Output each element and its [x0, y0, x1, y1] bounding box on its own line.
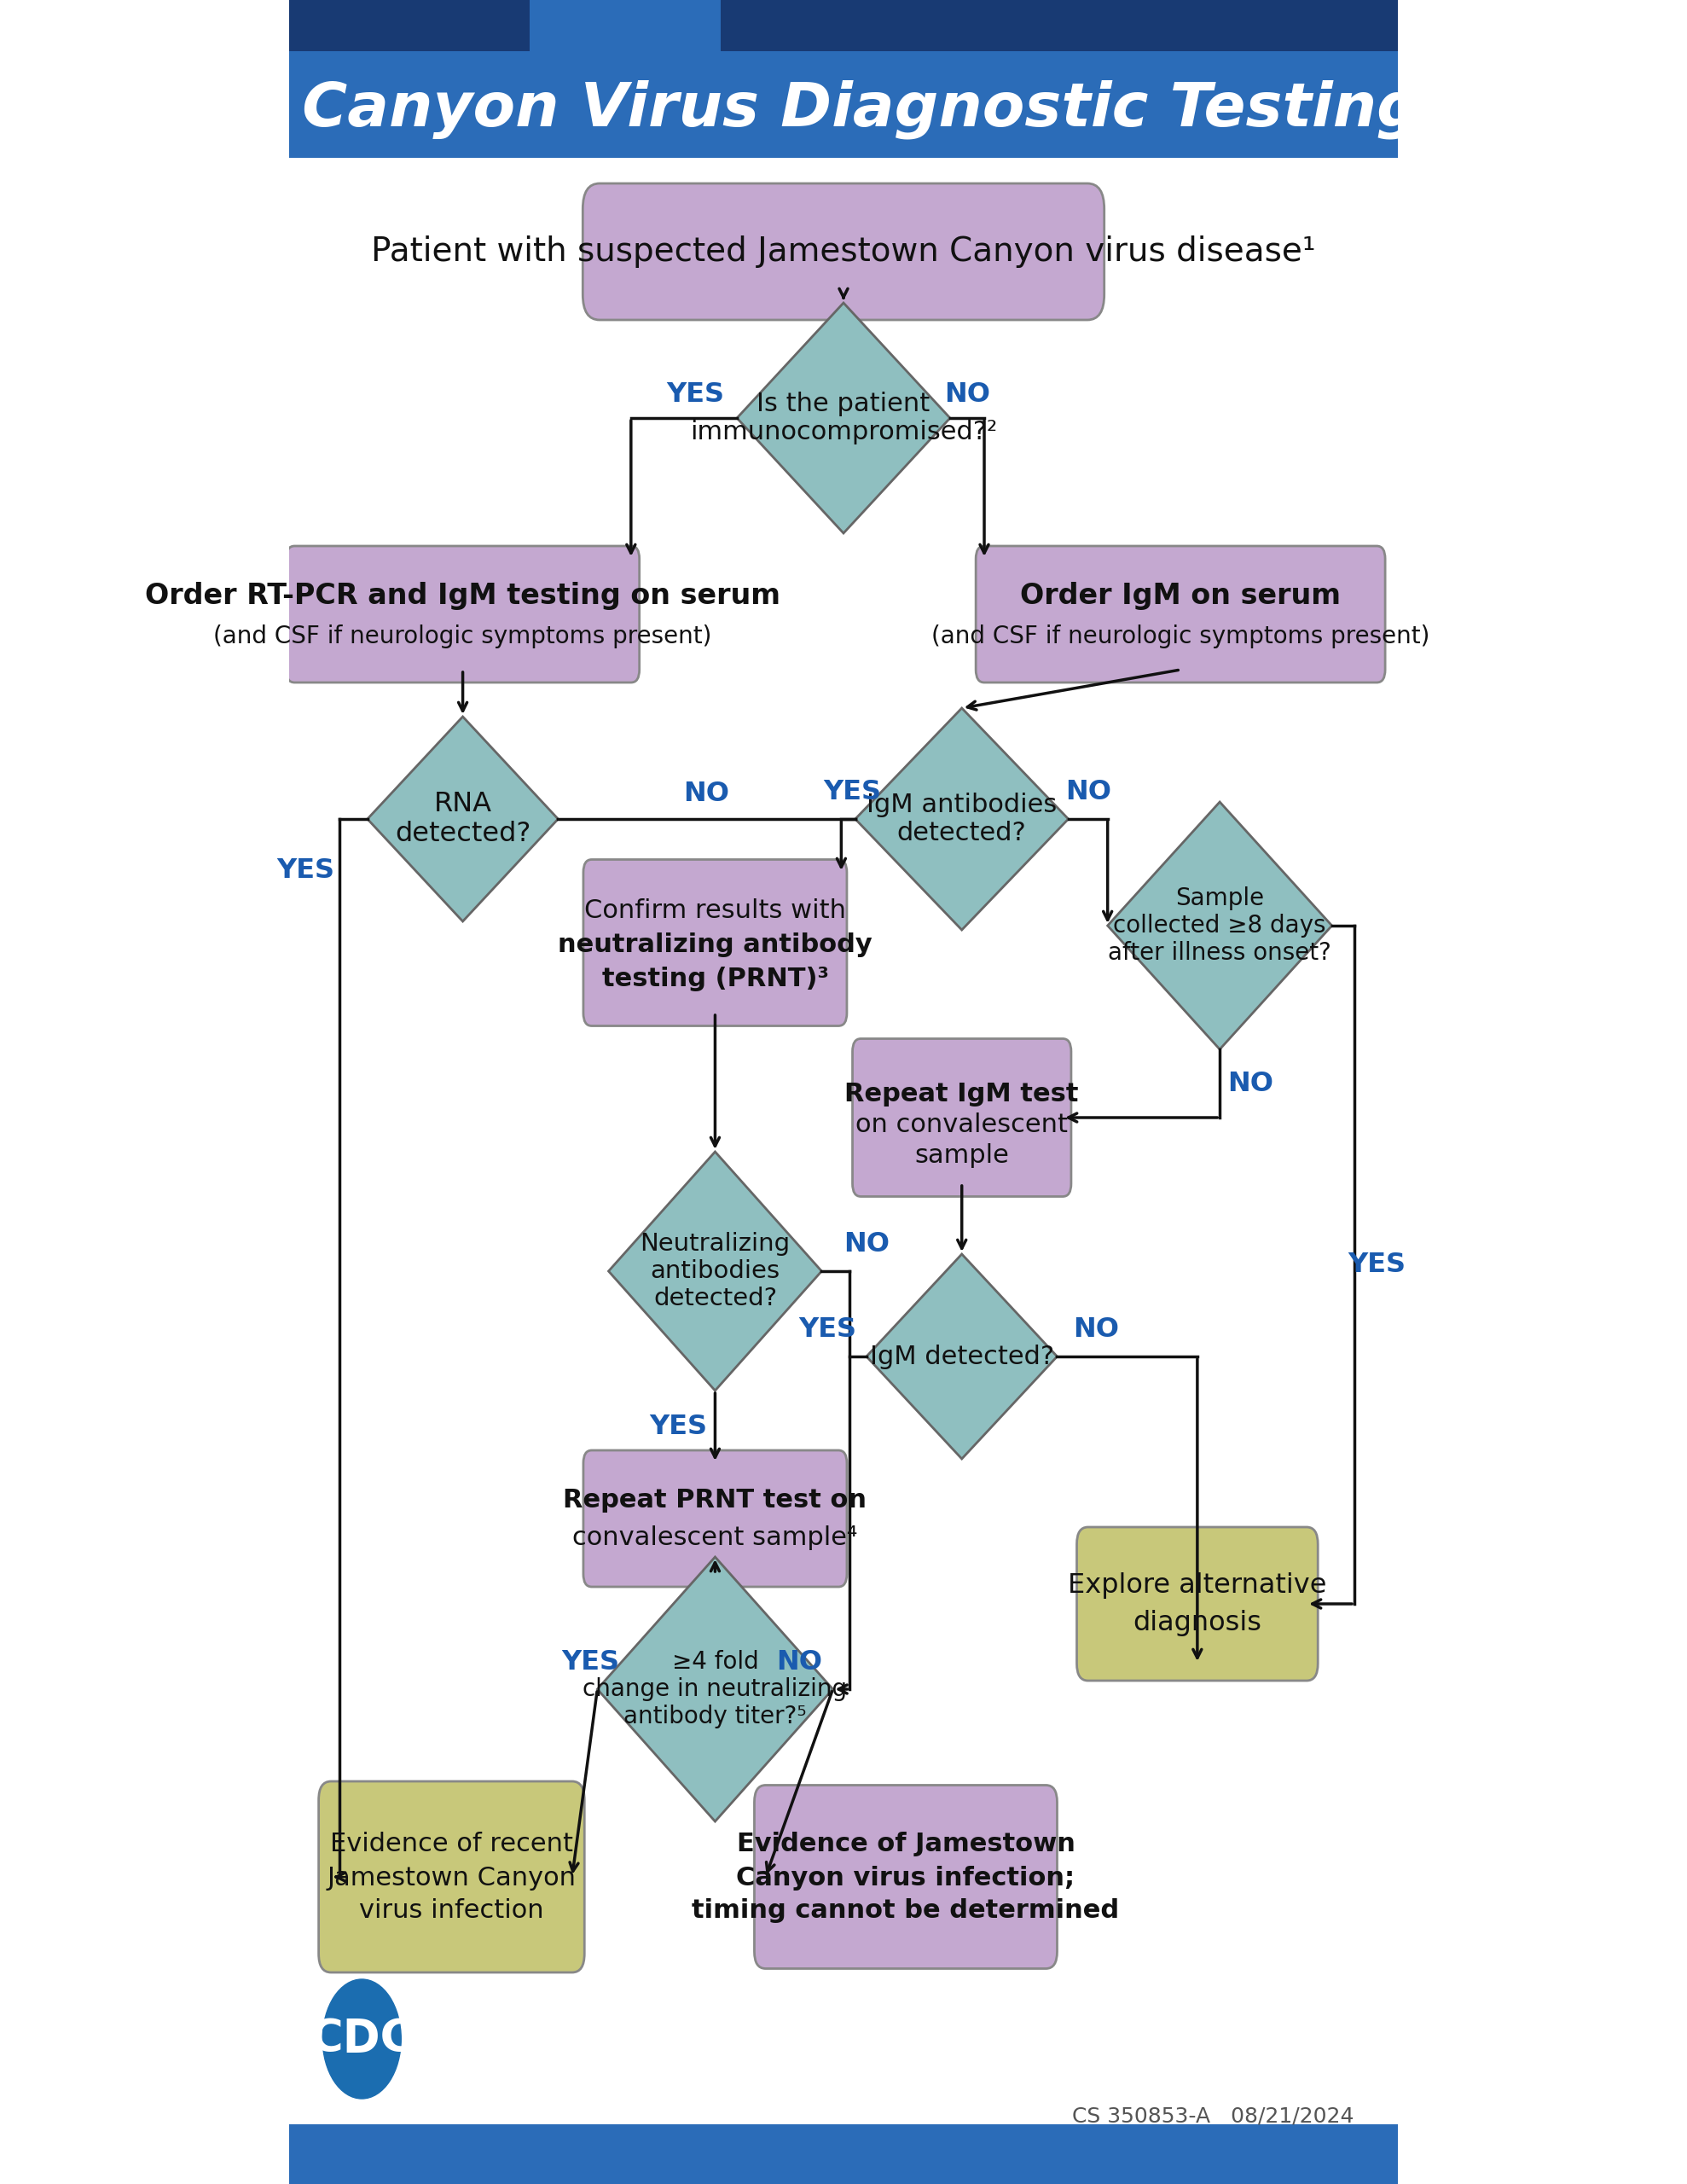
Text: Is the patient
immunocompromised?²: Is the patient immunocompromised?²	[690, 391, 997, 446]
Text: Repeat PRNT test on: Repeat PRNT test on	[563, 1487, 867, 1511]
Text: YES: YES	[666, 380, 724, 408]
Text: on convalescent: on convalescent	[855, 1112, 1068, 1138]
Text: NO: NO	[776, 1649, 822, 1675]
Polygon shape	[867, 1254, 1058, 1459]
FancyBboxPatch shape	[288, 0, 530, 50]
Text: (and CSF if neurologic symptoms present): (and CSF if neurologic symptoms present)	[214, 625, 712, 649]
Text: Repeat IgM test: Repeat IgM test	[845, 1081, 1080, 1105]
FancyBboxPatch shape	[720, 0, 1399, 50]
FancyBboxPatch shape	[584, 860, 847, 1026]
Text: timing cannot be determined: timing cannot be determined	[692, 1898, 1120, 1924]
Text: diagnosis: diagnosis	[1134, 1610, 1262, 1636]
Text: NO: NO	[1073, 1317, 1120, 1343]
Text: testing (PRNT)³: testing (PRNT)³	[602, 965, 828, 992]
Text: NO: NO	[1064, 778, 1112, 806]
Text: YES: YES	[823, 778, 882, 806]
Text: Evidence of Jamestown: Evidence of Jamestown	[737, 1832, 1075, 1856]
Text: CS 350853-A   08/21/2024: CS 350853-A 08/21/2024	[1073, 2105, 1355, 2125]
Text: NO: NO	[943, 380, 990, 408]
FancyBboxPatch shape	[1076, 1527, 1318, 1682]
Text: NO: NO	[683, 780, 730, 806]
Text: YES: YES	[277, 856, 334, 882]
Polygon shape	[597, 1557, 833, 1821]
Circle shape	[322, 1979, 402, 2099]
Polygon shape	[609, 1151, 822, 1391]
Text: Order IgM on serum: Order IgM on serum	[1021, 581, 1341, 609]
Text: Patient with suspected Jamestown Canyon virus disease¹: Patient with suspected Jamestown Canyon …	[371, 236, 1316, 269]
Text: Evidence of recent: Evidence of recent	[331, 1832, 574, 1856]
FancyBboxPatch shape	[975, 546, 1385, 684]
Text: ≥4 fold
change in neutralizing
antibody titer?⁵: ≥4 fold change in neutralizing antibody …	[582, 1649, 847, 1730]
Text: IgM antibodies
detected?: IgM antibodies detected?	[867, 793, 1058, 845]
Text: convalescent sample⁴: convalescent sample⁴	[572, 1524, 857, 1551]
Text: (and CSF if neurologic symptoms present): (and CSF if neurologic symptoms present)	[931, 625, 1429, 649]
FancyBboxPatch shape	[287, 546, 639, 684]
Text: sample: sample	[914, 1142, 1009, 1168]
FancyBboxPatch shape	[288, 0, 1399, 50]
Text: Canyon virus infection;: Canyon virus infection;	[737, 1865, 1075, 1891]
Text: virus infection: virus infection	[359, 1898, 543, 1924]
Text: RNA
detected?: RNA detected?	[395, 791, 531, 847]
Text: NO: NO	[844, 1230, 889, 1258]
FancyBboxPatch shape	[852, 1040, 1071, 1197]
Text: Explore alternative: Explore alternative	[1068, 1572, 1326, 1599]
Text: Jamestown Canyon Virus Diagnostic Testing Algorithm: Jamestown Canyon Virus Diagnostic Testin…	[0, 79, 1687, 140]
FancyBboxPatch shape	[754, 1784, 1058, 1968]
FancyBboxPatch shape	[319, 1782, 584, 1972]
Text: neutralizing antibody: neutralizing antibody	[558, 933, 872, 957]
Text: CDC: CDC	[310, 2016, 413, 2062]
Polygon shape	[855, 708, 1068, 930]
Text: YES: YES	[798, 1317, 857, 1343]
Text: YES: YES	[649, 1413, 707, 1439]
FancyBboxPatch shape	[288, 50, 1399, 157]
Text: NO: NO	[1228, 1070, 1274, 1096]
Polygon shape	[1108, 802, 1333, 1048]
Text: YES: YES	[1348, 1251, 1405, 1278]
FancyBboxPatch shape	[582, 183, 1105, 319]
Text: Jamestown Canyon: Jamestown Canyon	[327, 1865, 575, 1891]
Text: Confirm results with: Confirm results with	[584, 898, 845, 922]
FancyBboxPatch shape	[288, 2125, 1399, 2184]
Text: YES: YES	[562, 1649, 619, 1675]
Text: Sample
collected ≥8 days
after illness onset?: Sample collected ≥8 days after illness o…	[1108, 887, 1331, 965]
Text: Neutralizing
antibodies
detected?: Neutralizing antibodies detected?	[639, 1232, 790, 1310]
Text: Order RT-PCR and IgM testing on serum: Order RT-PCR and IgM testing on serum	[145, 581, 781, 609]
Polygon shape	[368, 716, 558, 922]
Polygon shape	[737, 304, 950, 533]
Text: IgM detected?: IgM detected?	[870, 1343, 1054, 1369]
FancyBboxPatch shape	[584, 1450, 847, 1588]
